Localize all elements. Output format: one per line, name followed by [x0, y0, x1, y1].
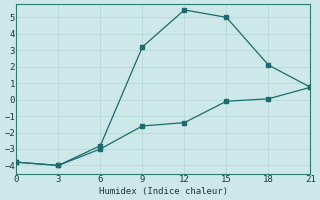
- X-axis label: Humidex (Indice chaleur): Humidex (Indice chaleur): [99, 187, 228, 196]
